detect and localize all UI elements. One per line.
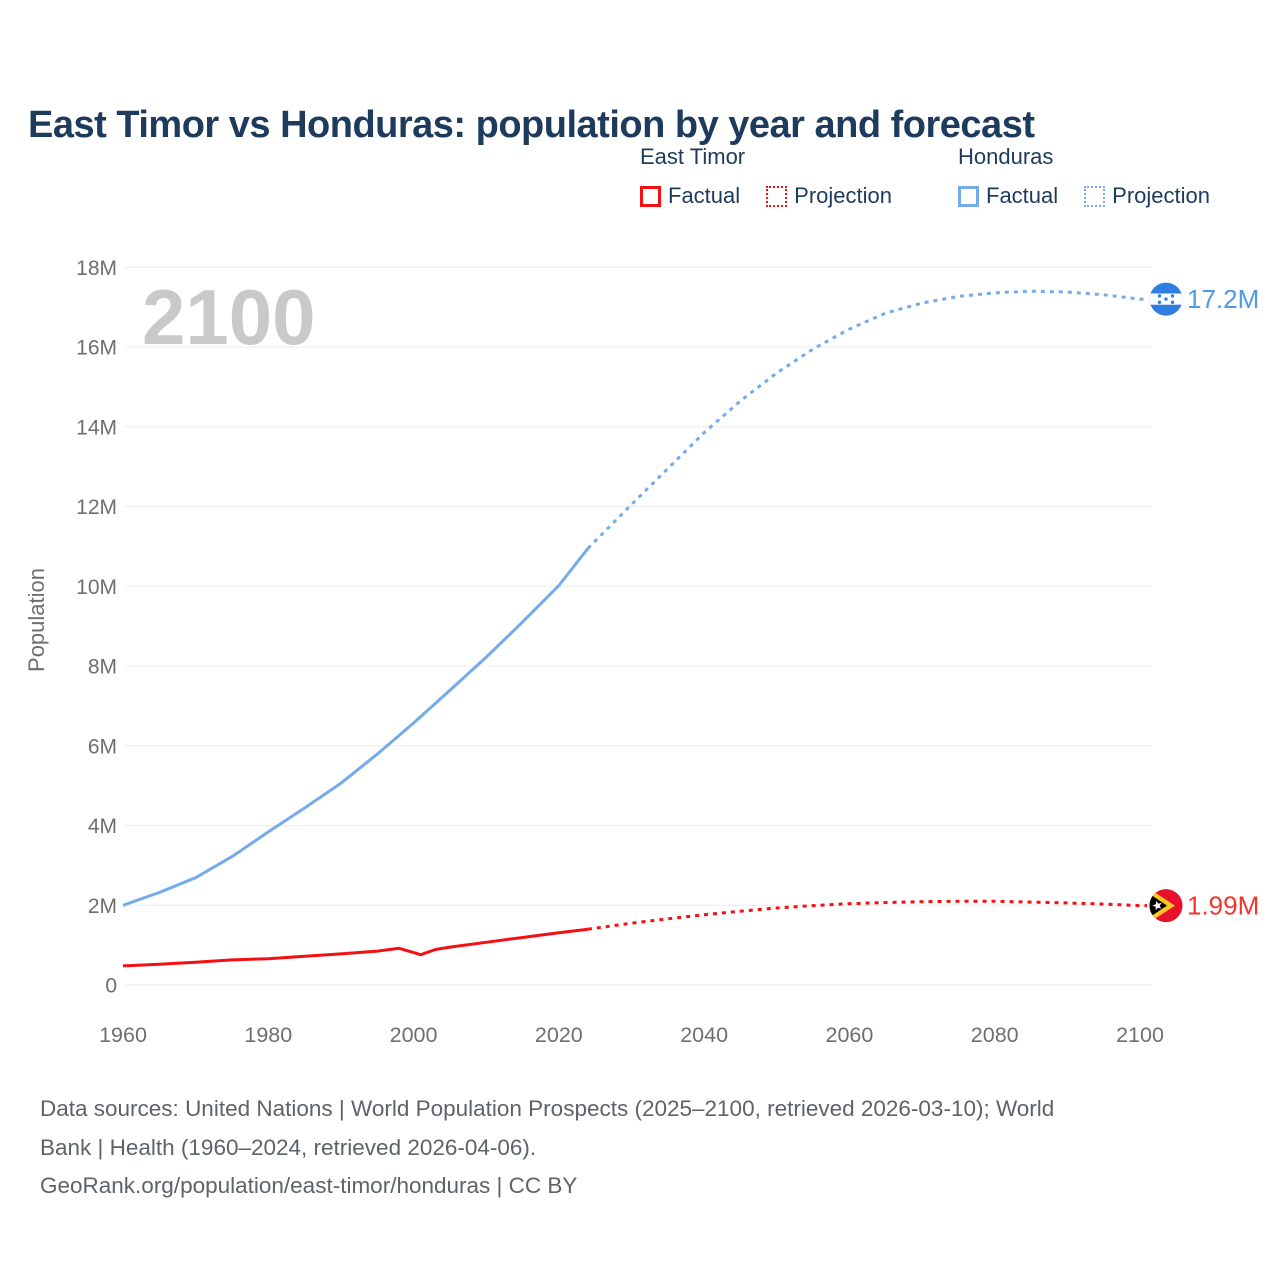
x-tick-label: 1980: [244, 1023, 292, 1047]
x-tick-label: 2000: [390, 1023, 438, 1047]
gridlines: [125, 266, 1152, 986]
y-tick-label: 12M: [76, 496, 117, 519]
dotted-line-swatch-icon: [766, 185, 788, 207]
x-tick-label: 2020: [535, 1023, 583, 1047]
legend-item-honduras-factual[interactable]: Factual: [958, 183, 1058, 209]
series-east-timor-factual: [122, 927, 589, 968]
axis-ticks: 0 2M 4M 6M 8M 10M 12M 14M 16M 18M 1960 1980 2000 2020…: [76, 257, 1164, 1047]
series-east-timor-projection: [587, 899, 1147, 931]
data-sources-text: Bank | Health (1960–2024, retrieved 2026…: [40, 1134, 537, 1160]
dotted-line-swatch-icon: [1084, 185, 1106, 207]
legend-group-east-timor: East Timor Factual Projection: [640, 144, 892, 209]
credit-text: GeoRank.org/population/east-timor/hondur…: [40, 1173, 578, 1198]
y-tick-label: 0: [105, 975, 117, 998]
east-timor-flag-icon: [1149, 889, 1183, 923]
y-tick-label: 10M: [76, 576, 117, 599]
x-tick-label: 2060: [826, 1023, 874, 1047]
footer: Data sources: United Nations | World Pop…: [40, 1090, 1250, 1206]
page-title: East Timor vs Honduras: population by ye…: [28, 104, 1035, 147]
legend-item-honduras-projection[interactable]: Projection: [1084, 183, 1210, 209]
series-honduras-projection: [586, 289, 1147, 550]
y-tick-label: 4M: [88, 815, 117, 838]
legend-country-label: East Timor: [640, 144, 746, 169]
legend-item-east-timor-projection[interactable]: Projection: [766, 183, 892, 209]
solid-line-swatch-icon: [640, 185, 661, 207]
x-tick-label: 1960: [99, 1023, 147, 1047]
legend-group-honduras: Honduras Factual Projection: [958, 144, 1210, 209]
data-sources-text: Data sources: United Nations | World Pop…: [40, 1096, 1055, 1121]
y-tick-label: 8M: [88, 656, 117, 679]
y-axis-title: Population: [24, 568, 49, 672]
x-tick-label: 2100: [1116, 1023, 1164, 1047]
solid-line-swatch-icon: [958, 185, 979, 207]
y-tick-label: 14M: [76, 416, 117, 439]
x-tick-label: 2080: [971, 1023, 1019, 1047]
series-honduras-factual: [122, 547, 590, 907]
x-tick-label: 2040: [680, 1023, 728, 1047]
year-watermark: 2100: [142, 273, 316, 361]
y-tick-label: 2M: [88, 895, 117, 918]
honduras-end-value-label: 17.2M: [1187, 284, 1259, 314]
y-tick-label: 16M: [76, 337, 117, 360]
honduras-flag-icon: [1149, 282, 1183, 316]
legend-country-label: Honduras: [958, 144, 1054, 169]
data-series: [122, 289, 1147, 968]
legend-item-label: Factual: [668, 183, 741, 208]
y-tick-label: 6M: [88, 735, 117, 758]
legend-item-label: Projection: [1112, 183, 1210, 208]
east-timor-end-value-label: 1.99M: [1187, 891, 1259, 921]
legend-item-label: Projection: [794, 183, 892, 208]
legend-item-east-timor-factual[interactable]: Factual: [640, 183, 740, 209]
y-tick-label: 18M: [76, 257, 117, 280]
legend-item-label: Factual: [986, 183, 1059, 208]
